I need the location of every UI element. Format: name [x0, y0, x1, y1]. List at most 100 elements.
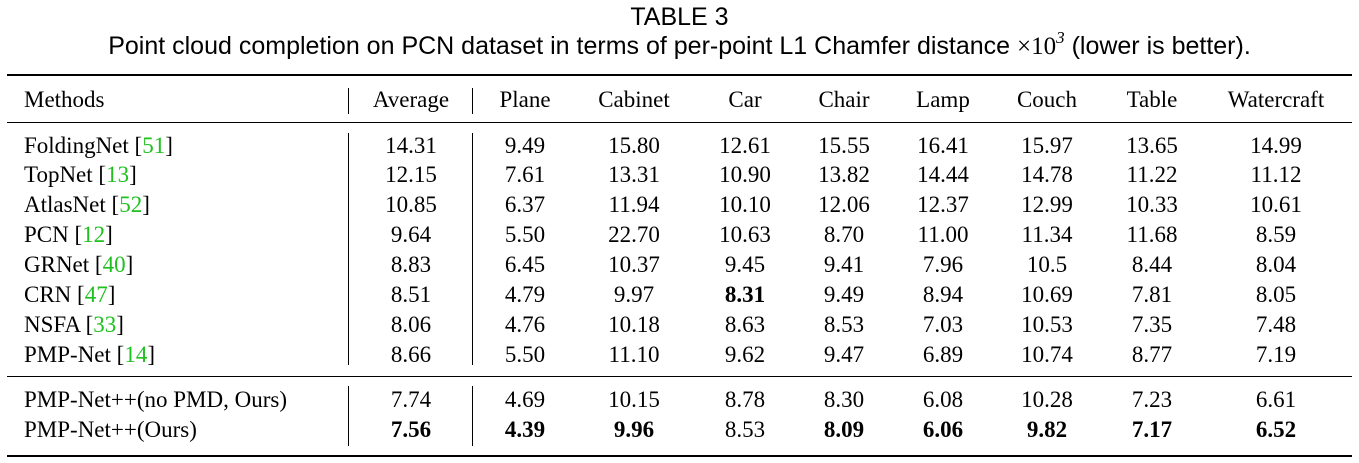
table-cell: 8.31 [724, 282, 766, 307]
table-cell: 8.51 [390, 282, 432, 307]
table-cell: 6.08 [922, 387, 964, 412]
caption-math: ×10 [1017, 33, 1057, 60]
column-header-couch: Couch [1016, 87, 1078, 112]
citation-link[interactable]: 14 [124, 342, 148, 367]
table-cell: 9.64 [390, 222, 432, 247]
method-name: AtlasNet [52] [24, 191, 150, 219]
table-cell: 8.77 [1131, 342, 1173, 367]
table-cell: 9.49 [823, 282, 865, 307]
table-cell: 13.65 [1126, 133, 1178, 158]
table-cell: 12.61 [719, 133, 771, 158]
table-cell: 10.37 [608, 252, 660, 277]
citation-link[interactable]: 40 [102, 252, 126, 277]
caption-exponent: 3 [1056, 28, 1065, 47]
table-cell: 15.80 [608, 133, 660, 158]
method-name: GRNet [40] [24, 251, 133, 279]
table-cell: 8.70 [823, 222, 865, 247]
table-cell: 7.74 [390, 387, 432, 412]
table-cell: 9.82 [1026, 417, 1068, 442]
table-cell: 8.53 [823, 312, 865, 337]
citation-bracket-open: [ [85, 312, 94, 337]
table-cell: 7.56 [390, 417, 432, 442]
table-caption: Point cloud completion on PCN dataset in… [0, 29, 1359, 61]
method-label: PMP-Net++(Ours) [24, 417, 197, 442]
column-header-chair: Chair [818, 87, 870, 112]
table-cell: 7.19 [1255, 342, 1297, 367]
table-cell: 9.47 [823, 342, 865, 367]
table-cell: 11.12 [1250, 162, 1302, 187]
table-cell: 9.49 [504, 133, 546, 158]
citation-bracket-close: ] [105, 222, 113, 247]
table-cell: 8.66 [390, 342, 432, 367]
table-cell: 8.06 [390, 312, 432, 337]
method-label: PCN [24, 222, 75, 247]
table-cell: 9.45 [724, 252, 766, 277]
caption-suffix: (lower is better). [1064, 32, 1251, 60]
table-cell: 7.03 [922, 312, 964, 337]
table-cell: 15.97 [1021, 133, 1073, 158]
citation-link[interactable]: 51 [142, 133, 166, 158]
table-cell: 11.10 [608, 342, 660, 367]
table-cell: 6.61 [1255, 387, 1297, 412]
column-header-average: Average [372, 87, 450, 112]
table-cell: 10.74 [1021, 342, 1073, 367]
citation-bracket-open: [ [116, 342, 125, 367]
table-cell: 10.63 [719, 222, 771, 247]
citation-link[interactable]: 52 [119, 192, 143, 217]
citation-link[interactable]: 12 [82, 222, 106, 247]
citation-link[interactable]: 13 [106, 162, 130, 187]
average-separator-body [472, 133, 473, 365]
table-cell: 14.78 [1021, 162, 1073, 187]
table-cell: 8.05 [1255, 282, 1297, 307]
table-cell: 10.85 [385, 192, 437, 217]
column-header-table: Table [1126, 87, 1178, 112]
column-header-cabinet: Cabinet [598, 87, 670, 112]
table-cell: 10.28 [1021, 387, 1073, 412]
table-cell: 12.06 [818, 192, 870, 217]
bottom-rule [7, 455, 1352, 457]
citation-link[interactable]: 33 [93, 312, 117, 337]
table-cell: 10.33 [1126, 192, 1178, 217]
citation-bracket-open: [ [98, 162, 107, 187]
average-separator-header [472, 88, 473, 114]
table-cell: 8.63 [724, 312, 766, 337]
citation-bracket-close: ] [125, 252, 134, 277]
table-cell: 8.94 [922, 282, 964, 307]
citation-bracket-open: [ [74, 222, 83, 247]
citation-bracket-close: ] [142, 192, 150, 217]
method-label: AtlasNet [24, 192, 112, 217]
table-cell: 8.04 [1255, 252, 1297, 277]
table-cell: 6.06 [922, 417, 964, 442]
table-cell: 8.78 [724, 387, 766, 412]
table-cell: 16.41 [917, 133, 969, 158]
table-cell: 7.35 [1131, 312, 1173, 337]
table-cell: 7.96 [922, 252, 964, 277]
column-header-lamp: Lamp [916, 87, 970, 112]
citation-link[interactable]: 47 [84, 282, 108, 307]
column-header-plane: Plane [499, 87, 551, 112]
table-cell: 13.82 [818, 162, 870, 187]
table-cell: 11.22 [1126, 162, 1178, 187]
table-cell: 11.94 [608, 192, 660, 217]
table-cell: 14.99 [1250, 133, 1302, 158]
header-rule [7, 122, 1352, 123]
table-cell: 14.31 [385, 133, 437, 158]
table-cell: 8.83 [390, 252, 432, 277]
column-header-methods: Methods [24, 87, 105, 112]
table-cell: 10.61 [1250, 192, 1302, 217]
citation-bracket-close: ] [116, 312, 124, 337]
table-cell: 7.61 [504, 162, 546, 187]
table-cell: 11.68 [1126, 222, 1178, 247]
table-cell: 22.70 [608, 222, 660, 247]
table-cell: 5.50 [504, 222, 546, 247]
method-name: PCN [12] [24, 221, 113, 249]
table-cell: 8.59 [1255, 222, 1297, 247]
table-cell: 9.41 [823, 252, 865, 277]
table-cell: 12.37 [917, 192, 969, 217]
table-label: TABLE 3 [630, 3, 729, 31]
table-cell: 8.44 [1131, 252, 1173, 277]
method-label: PMP-Net++(no PMD, Ours) [24, 387, 287, 412]
table-cell: 11.34 [1021, 222, 1073, 247]
table-cell: 10.18 [608, 312, 660, 337]
